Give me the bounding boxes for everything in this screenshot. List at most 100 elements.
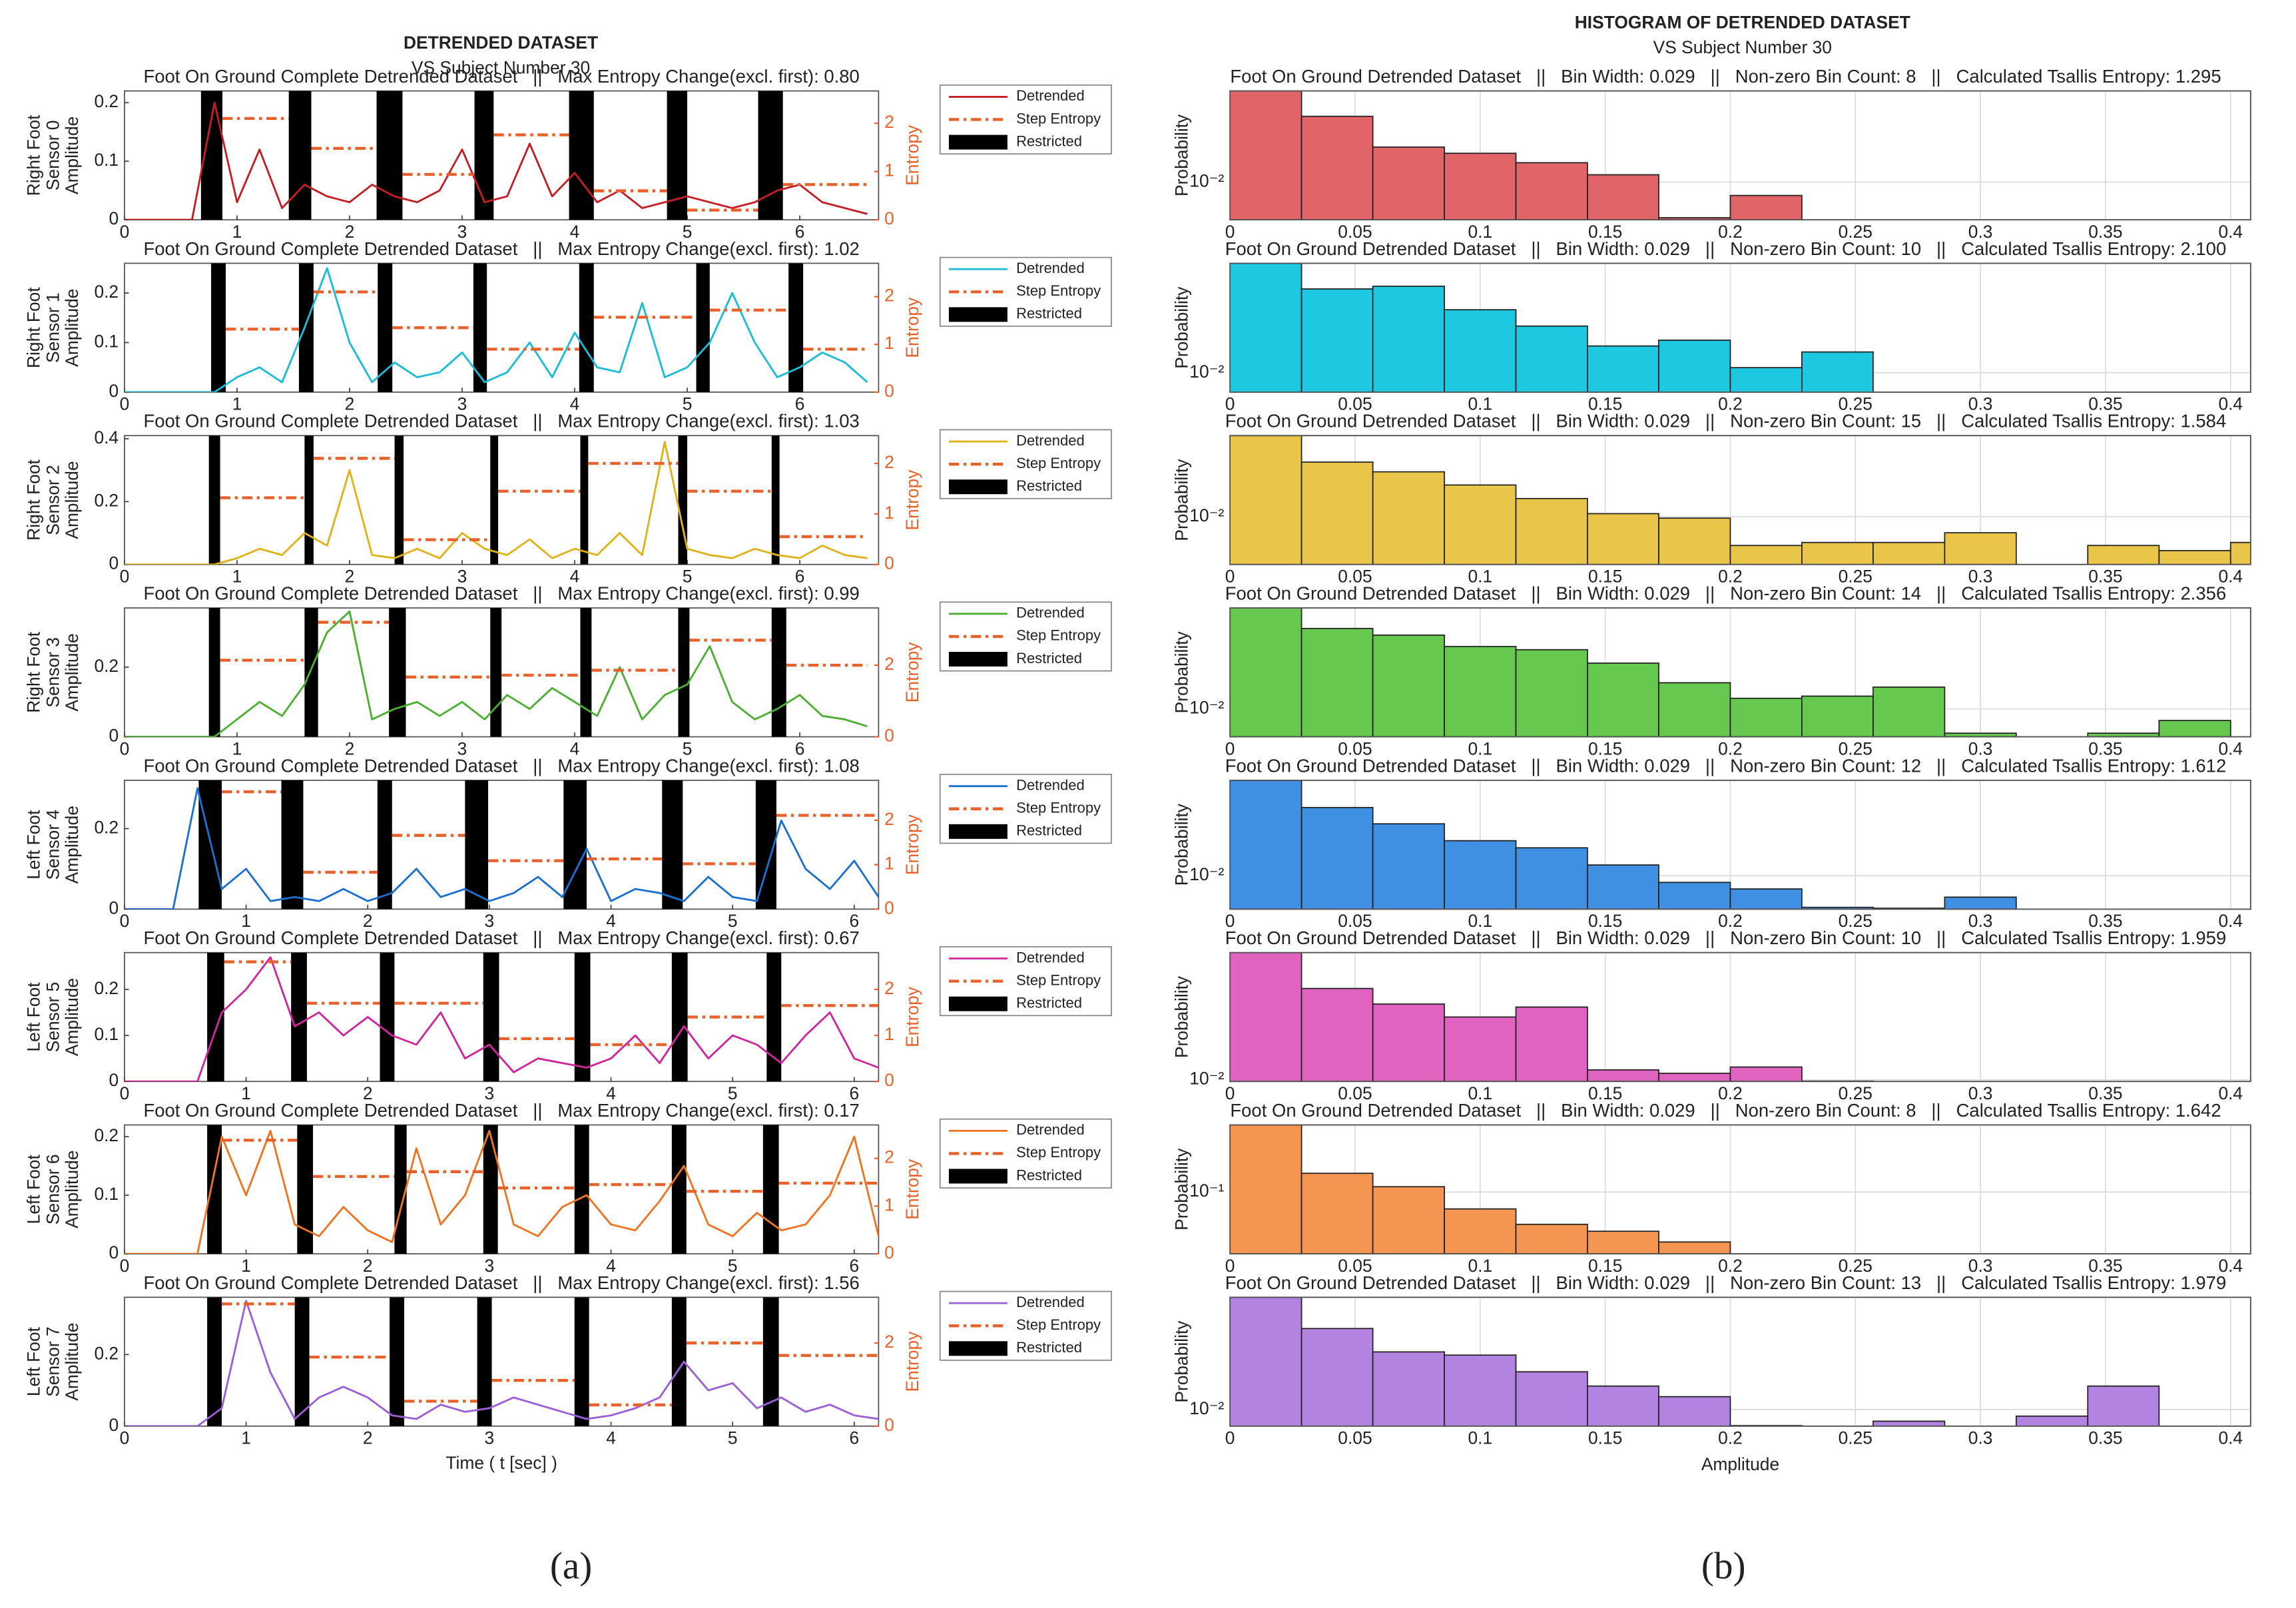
x-tick-label: 1 <box>232 738 242 758</box>
histogram-chart: Foot On Ground Detrended Dataset || Bin … <box>1172 238 2251 414</box>
y2-tick-label: 1 <box>884 854 894 874</box>
x-tick-label: 0 <box>1225 1428 1235 1448</box>
histogram-bar <box>1300 627 1374 737</box>
y-axis-label: Right Foot <box>24 459 44 540</box>
y2-tick-label: 1 <box>884 503 894 523</box>
restricted-span <box>483 1125 498 1254</box>
chart-title: Foot On Ground Complete Detrended Datase… <box>143 928 859 948</box>
x-tick-label: 2 <box>363 1428 373 1448</box>
x-tick-label: 0.1 <box>1468 1083 1492 1103</box>
histogram-bar <box>1587 663 1659 737</box>
x-tick-label: 0 <box>1225 738 1235 758</box>
x-tick-label: 0 <box>1225 222 1235 242</box>
y-tick-label: 10⁻² <box>1189 1069 1224 1089</box>
x-tick-label: 0.35 <box>2088 222 2122 242</box>
restricted-span <box>378 263 393 392</box>
histogram-bar <box>1872 686 1946 737</box>
histogram-bar <box>2158 550 2231 565</box>
y-axis-label: Probability <box>1172 631 1192 713</box>
y-tick-label: 0.2 <box>94 490 119 510</box>
y-tick-label: 0.1 <box>94 1184 119 1204</box>
x-tick-label: 0.2 <box>1718 1083 1743 1103</box>
plot-area <box>124 608 868 737</box>
chart-title: Foot On Ground Complete Detrended Datase… <box>143 66 859 87</box>
y-tick-label: 10⁻² <box>1189 1398 1224 1418</box>
histogram-bar <box>1515 847 1588 910</box>
x-tick-label: 0.3 <box>1968 222 1993 242</box>
restricted-span <box>671 1297 687 1426</box>
restricted-span <box>671 952 688 1082</box>
restricted-span <box>671 1125 687 1254</box>
y-tick-label: 0 <box>109 1070 119 1090</box>
legend: Detrended Step Entropy Restricted <box>939 774 1112 844</box>
y-tick-label: 0.2 <box>94 91 119 111</box>
restricted-span <box>473 263 487 392</box>
y-axis-label: Sensor 2 <box>43 465 63 535</box>
y-tick-label: 0 <box>109 553 119 573</box>
x-tick-label: 0 <box>1225 1083 1235 1103</box>
data-line <box>124 787 879 910</box>
y2-tick-label: 2 <box>884 112 894 132</box>
plot-area <box>1230 952 1874 1082</box>
data-line <box>124 956 879 1082</box>
x-tick-label: 0.25 <box>1839 738 1872 758</box>
x-tick-label: 2 <box>363 911 373 931</box>
x-tick-label: 4 <box>606 1428 616 1448</box>
histogram-bar <box>1515 1371 1588 1426</box>
x-tick-label: 6 <box>795 394 805 414</box>
y-axis-label: Probability <box>1172 1320 1192 1403</box>
x-tick-label: 0.4 <box>2218 567 2243 587</box>
y-axis-label: Right Foot <box>24 115 44 196</box>
restricted-span <box>380 952 395 1082</box>
x-tick-label: 0.35 <box>2088 394 2122 414</box>
x-tick-label: 0.05 <box>1338 1083 1372 1103</box>
y-tick-label: 10⁻² <box>1189 698 1224 718</box>
x-tick-label: 5 <box>728 1428 738 1448</box>
histogram-bar <box>1729 697 1803 737</box>
restricted-span <box>758 91 783 220</box>
histogram-bar <box>1300 806 1374 910</box>
x-tick-label: 2 <box>345 567 355 587</box>
x-tick-label: 0.2 <box>1718 222 1743 242</box>
x-tick-label: 0.3 <box>1968 1428 1993 1448</box>
y-axis-label: Sensor 4 <box>43 810 63 880</box>
plot-border <box>1229 435 2251 565</box>
restricted-span <box>755 780 776 910</box>
restricted-span <box>569 91 594 220</box>
x-tick-label: 0 <box>120 1428 130 1448</box>
y-axis-label: Probability <box>1172 286 1192 369</box>
y2-tick-label: 0 <box>884 898 894 918</box>
y-tick-label: 10⁻² <box>1189 170 1224 190</box>
restricted-span <box>291 952 307 1082</box>
restricted-span <box>394 435 404 565</box>
y2-tick-label: 2 <box>884 1332 894 1352</box>
y2-tick-label: 1 <box>884 1195 894 1214</box>
plot-border <box>1229 90 2251 220</box>
y-axis-label: Probability <box>1172 975 1192 1058</box>
plot-area <box>124 263 868 392</box>
panel-label: (b) <box>1701 1545 1746 1587</box>
y2-tick-label: 0 <box>884 1070 894 1090</box>
histogram-bar <box>1300 1173 1374 1254</box>
x-tick-label: 0.4 <box>2218 738 2243 758</box>
x-tick-label: 0.2 <box>1718 394 1743 414</box>
plot-area <box>1230 608 2231 737</box>
x-tick-label: 4 <box>570 567 580 587</box>
plot-area <box>1230 435 2251 565</box>
panel-label: (a) <box>550 1545 592 1587</box>
y-tick-label: 0.2 <box>94 1125 119 1145</box>
legend-swatch <box>948 1169 1007 1184</box>
restricted-span <box>771 608 786 737</box>
y2-tick-label: 2 <box>884 809 894 829</box>
plot-frame <box>124 435 880 565</box>
histogram-chart: Foot On Ground Detrended Dataset || Bin … <box>1172 411 2251 587</box>
x-tick-label: 4 <box>606 911 616 931</box>
legend-label: Step Entropy <box>1016 800 1101 816</box>
x-axis-label: Amplitude <box>1701 1454 1779 1474</box>
histogram-bar <box>1515 1006 1588 1082</box>
x-tick-label: 0.2 <box>1718 911 1743 931</box>
x-tick-label: 1 <box>241 911 251 931</box>
histogram-bar <box>1444 1208 1517 1254</box>
x-tick-label: 0.15 <box>1588 1083 1622 1103</box>
restricted-span <box>211 263 226 392</box>
